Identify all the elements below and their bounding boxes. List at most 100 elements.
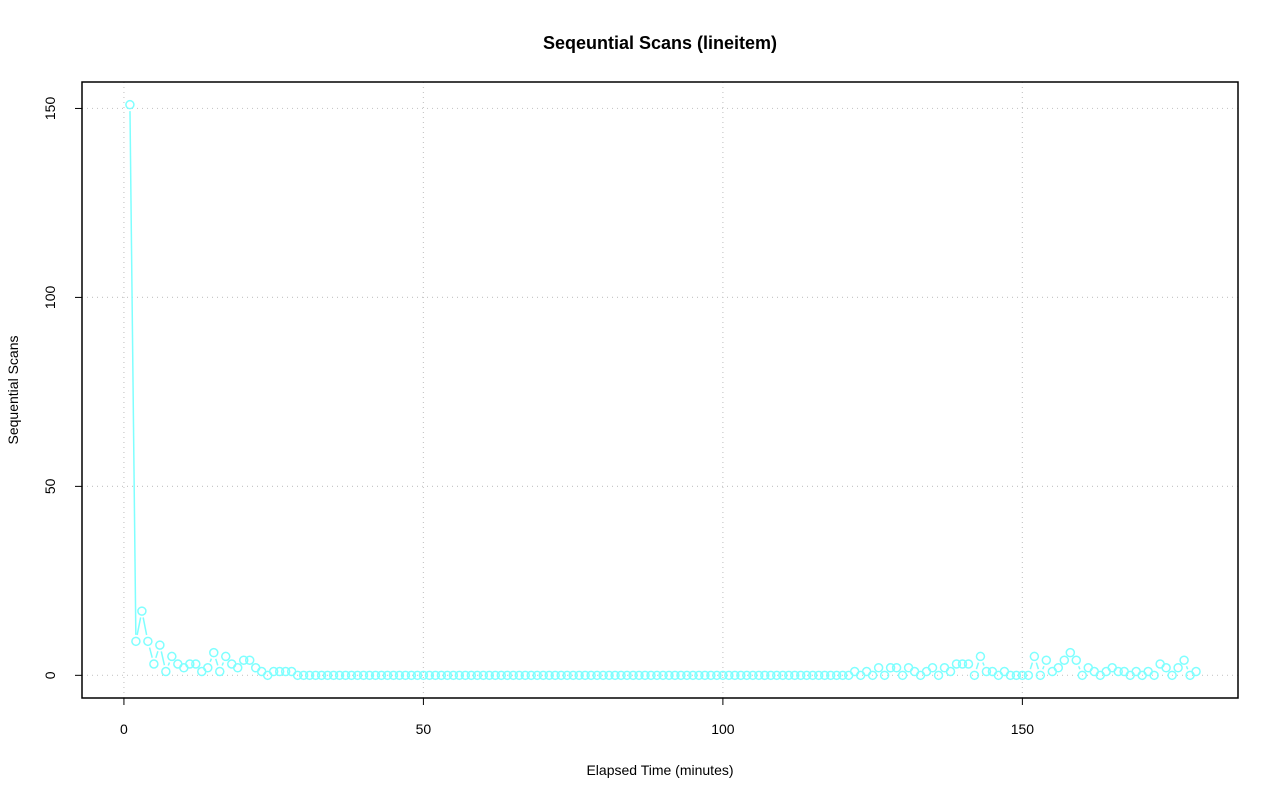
- data-point: [748, 670, 758, 681]
- data-point: [891, 663, 902, 673]
- data-point: [406, 670, 417, 681]
- data-point: [628, 670, 638, 681]
- series-line-segment: [1029, 662, 1034, 670]
- data-point: [867, 670, 878, 681]
- series-line-segment: [209, 658, 213, 663]
- x-tick-label: 50: [416, 721, 432, 737]
- data-point: [412, 670, 423, 681]
- data-point: [945, 666, 956, 677]
- data-point: [712, 670, 722, 681]
- data-point: [484, 670, 495, 681]
- data-point: [209, 647, 219, 658]
- data-point: [1023, 670, 1034, 681]
- data-point: [149, 659, 159, 669]
- series-line-segment: [982, 662, 985, 666]
- data-point: [831, 670, 842, 681]
- data-point: [191, 659, 201, 669]
- data-point: [185, 659, 195, 669]
- data-point: [514, 670, 524, 681]
- data-point: [125, 99, 135, 110]
- data-point: [568, 670, 578, 681]
- data-point: [724, 670, 734, 681]
- data-point: [634, 670, 644, 681]
- data-point: [466, 670, 477, 681]
- x-tick-label: 0: [120, 721, 128, 737]
- data-point: [1065, 647, 1076, 658]
- data-point: [1035, 670, 1046, 681]
- axes: 0 50 100 150 0 50 100 150: [42, 97, 1034, 737]
- data-point: [346, 670, 357, 681]
- data-point: [472, 670, 483, 681]
- data-point: [790, 670, 800, 681]
- data-point: [933, 670, 944, 681]
- series-line-segment: [142, 617, 148, 636]
- data-point: [1017, 670, 1028, 681]
- y-tick-label: 50: [42, 478, 58, 494]
- data-point: [478, 670, 489, 681]
- data-point: [310, 670, 321, 681]
- data-point: [304, 670, 315, 681]
- data-point: [442, 670, 453, 681]
- data-point: [232, 663, 243, 673]
- data-point: [796, 670, 806, 681]
- data-point: [364, 670, 375, 681]
- data-point: [430, 670, 441, 681]
- data-point: [1077, 670, 1088, 681]
- series-line-segment: [136, 617, 142, 636]
- data-point: [885, 663, 896, 673]
- y-tick-label: 100: [42, 286, 58, 310]
- data-point: [819, 670, 830, 681]
- data-point: [807, 670, 818, 681]
- data-point: [801, 670, 812, 681]
- data-point: [496, 670, 507, 681]
- data-point: [1041, 655, 1052, 665]
- data-point: [975, 651, 986, 662]
- data-point: [448, 670, 459, 681]
- data-point: [1149, 670, 1159, 681]
- data-point: [538, 670, 548, 681]
- data-point: [658, 670, 668, 681]
- data-point: [718, 670, 728, 681]
- data-point: [837, 670, 848, 681]
- data-point: [1029, 651, 1040, 662]
- data-series: [125, 99, 1201, 681]
- data-point: [238, 655, 249, 665]
- data-point: [873, 663, 884, 673]
- data-point: [292, 670, 303, 681]
- data-point: [280, 666, 291, 677]
- data-point: [460, 670, 471, 681]
- data-point: [688, 670, 698, 681]
- series-line-segment: [221, 662, 225, 666]
- data-point: [682, 670, 692, 681]
- data-point: [897, 670, 908, 681]
- data-point: [652, 670, 662, 681]
- y-axis-label: Sequential Scans: [5, 336, 21, 445]
- data-point: [664, 670, 674, 681]
- data-point: [328, 670, 339, 681]
- data-point: [622, 670, 632, 681]
- data-point: [532, 670, 542, 681]
- data-point: [502, 670, 513, 681]
- data-point: [1179, 655, 1189, 665]
- data-point: [778, 670, 788, 681]
- data-point: [772, 670, 782, 681]
- data-point: [382, 670, 393, 681]
- data-point: [358, 670, 369, 681]
- data-point: [879, 670, 890, 681]
- data-point: [640, 670, 650, 681]
- data-point: [1005, 670, 1016, 681]
- series-line-segment: [1042, 665, 1045, 670]
- data-point: [951, 659, 962, 669]
- data-point: [730, 670, 740, 681]
- data-point: [766, 670, 776, 681]
- data-point: [352, 670, 363, 681]
- data-point: [394, 670, 405, 681]
- data-point: [322, 670, 333, 681]
- data-point: [574, 670, 584, 681]
- data-point: [1173, 663, 1183, 673]
- data-point: [143, 636, 153, 647]
- x-tick-label: 100: [711, 721, 735, 737]
- data-point: [825, 670, 836, 681]
- data-point: [244, 655, 255, 665]
- data-point: [957, 659, 968, 669]
